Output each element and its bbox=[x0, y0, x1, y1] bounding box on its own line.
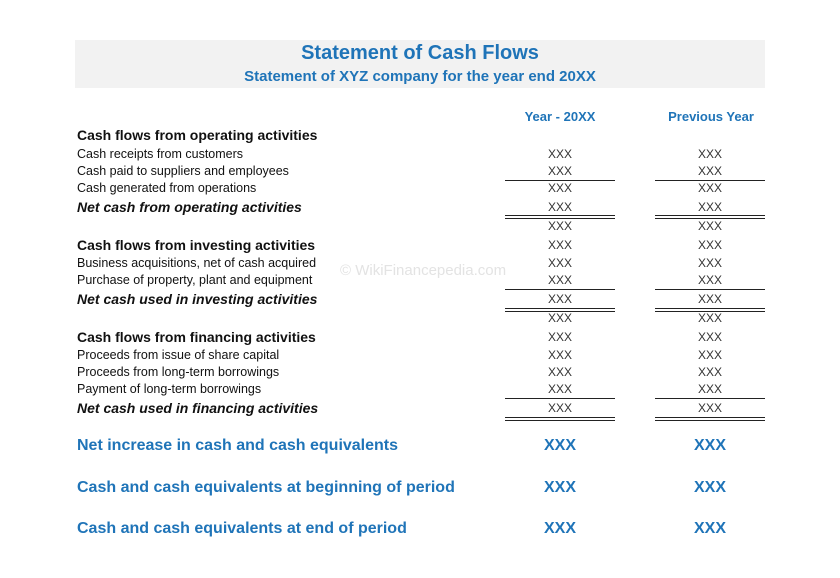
rule-line bbox=[505, 398, 615, 399]
row-label: Cash paid to suppliers and employees bbox=[77, 164, 289, 178]
row-label: Purchase of property, plant and equipmen… bbox=[77, 273, 313, 287]
row-label: Business acquisitions, net of cash acqui… bbox=[77, 256, 317, 270]
cell-value: XXX bbox=[697, 200, 722, 214]
title: Statement of Cash Flows bbox=[301, 42, 539, 64]
rule-line bbox=[505, 311, 615, 312]
row-total: Net cash used in financing activities bbox=[77, 400, 319, 416]
rule-line bbox=[655, 218, 765, 219]
rule-line bbox=[505, 420, 615, 421]
title-band bbox=[75, 40, 765, 88]
cell-value: XXX bbox=[547, 330, 572, 344]
row-heading: Cash flows from investing activities bbox=[77, 237, 316, 253]
cell-value: XXX bbox=[697, 273, 722, 287]
cell-value: XXX bbox=[547, 219, 572, 233]
cell-value: XXX bbox=[547, 311, 572, 325]
rule-line bbox=[655, 215, 765, 216]
rule-line bbox=[505, 417, 615, 418]
cell-value: XXX bbox=[547, 147, 572, 161]
row-label: Payment of long-term borrowings bbox=[77, 382, 262, 396]
cell-value: XXX bbox=[697, 382, 722, 396]
cell-value: XXX bbox=[697, 348, 722, 362]
cell-value: XXX bbox=[547, 273, 572, 287]
cell-value: XXX bbox=[697, 401, 722, 415]
cell-value: XXX bbox=[547, 382, 572, 396]
cell-value: XXX bbox=[543, 520, 576, 537]
cell-value: XXX bbox=[543, 437, 576, 454]
cell-value: XXX bbox=[693, 520, 726, 537]
rule-line bbox=[655, 308, 765, 309]
row-label: Cash receipts from customers bbox=[77, 147, 244, 161]
rule-line bbox=[505, 289, 615, 290]
watermark: © WikiFinancepedia.com bbox=[340, 262, 507, 279]
cell-value: XXX bbox=[693, 437, 726, 454]
cell-value: XXX bbox=[697, 365, 722, 379]
rule-line bbox=[505, 308, 615, 309]
rule-line bbox=[505, 215, 615, 216]
cell-value: XXX bbox=[547, 401, 572, 415]
row-summary: Cash and cash equivalents at beginning o… bbox=[77, 479, 455, 496]
cell-value: XXX bbox=[547, 348, 572, 362]
row-summary: Cash and cash equivalents at end of peri… bbox=[77, 520, 407, 537]
rule-line bbox=[655, 311, 765, 312]
rule-line bbox=[505, 180, 615, 181]
row-label: Proceeds from issue of share capital bbox=[77, 348, 280, 362]
cell-value: XXX bbox=[697, 181, 722, 195]
cell-value: XXX bbox=[547, 238, 572, 252]
cell-value: XXX bbox=[697, 311, 722, 325]
cell-value: XXX bbox=[697, 164, 722, 178]
row-summary: Net increase in cash and cash equivalent… bbox=[77, 437, 399, 454]
cell-value: XXX bbox=[543, 479, 576, 496]
column-header: Previous Year bbox=[668, 109, 754, 124]
rule-line bbox=[655, 420, 765, 421]
cell-value: XXX bbox=[547, 365, 572, 379]
row-heading: Cash flows from operating activities bbox=[77, 127, 318, 143]
cell-value: XXX bbox=[697, 292, 722, 306]
cell-value: XXX bbox=[547, 292, 572, 306]
rule-line bbox=[655, 289, 765, 290]
row-total: Net cash used in investing activities bbox=[77, 291, 318, 307]
row-label: Proceeds from long-term borrowings bbox=[77, 365, 280, 379]
rule-line bbox=[655, 417, 765, 418]
column-header: Year - 20XX bbox=[524, 109, 596, 124]
cell-value: XXX bbox=[547, 164, 572, 178]
rule-line bbox=[505, 218, 615, 219]
cell-value: XXX bbox=[697, 147, 722, 161]
rule-line bbox=[655, 398, 765, 399]
row-total: Net cash from operating activities bbox=[77, 199, 302, 215]
rule-line bbox=[655, 180, 765, 181]
row-label: Cash generated from operations bbox=[77, 181, 257, 195]
cell-value: XXX bbox=[697, 256, 722, 270]
cell-value: XXX bbox=[547, 200, 572, 214]
cell-value: XXX bbox=[547, 181, 572, 195]
cell-value: XXX bbox=[697, 238, 722, 252]
cell-value: XXX bbox=[693, 479, 726, 496]
subtitle: Statement of XYZ company for the year en… bbox=[244, 68, 596, 85]
row-heading: Cash flows from financing activities bbox=[77, 329, 316, 345]
cell-value: XXX bbox=[697, 330, 722, 344]
cell-value: XXX bbox=[547, 256, 572, 270]
cell-value: XXX bbox=[697, 219, 722, 233]
